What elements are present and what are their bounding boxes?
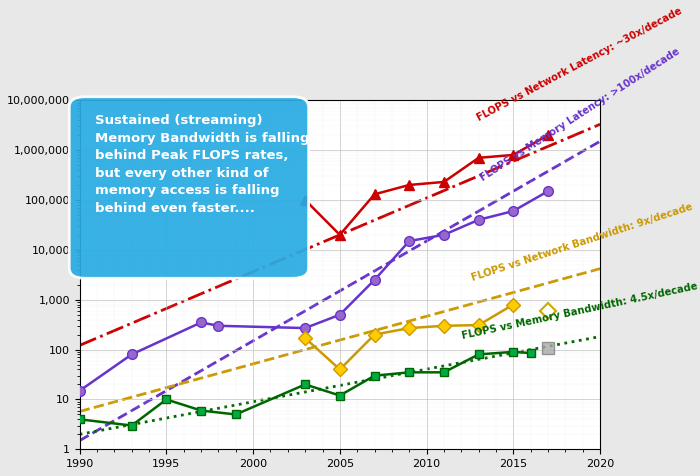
- Text: FLOPS vs Memory Bandwidth: 4.5x/decade: FLOPS vs Memory Bandwidth: 4.5x/decade: [461, 281, 699, 341]
- Text: FLOPS vs Network Latency: ~30x/decade: FLOPS vs Network Latency: ~30x/decade: [475, 6, 684, 123]
- Text: FLOPS vs Network Bandwidth: 9x/decade: FLOPS vs Network Bandwidth: 9x/decade: [470, 201, 694, 283]
- Text: FLOPS vs Memory Latency: >100x/decade: FLOPS vs Memory Latency: >100x/decade: [479, 46, 682, 183]
- Text: Sustained (streaming)
Memory Bandwidth is falling
behind Peak FLOPS rates,
but e: Sustained (streaming) Memory Bandwidth i…: [95, 114, 310, 215]
- FancyBboxPatch shape: [69, 97, 309, 278]
